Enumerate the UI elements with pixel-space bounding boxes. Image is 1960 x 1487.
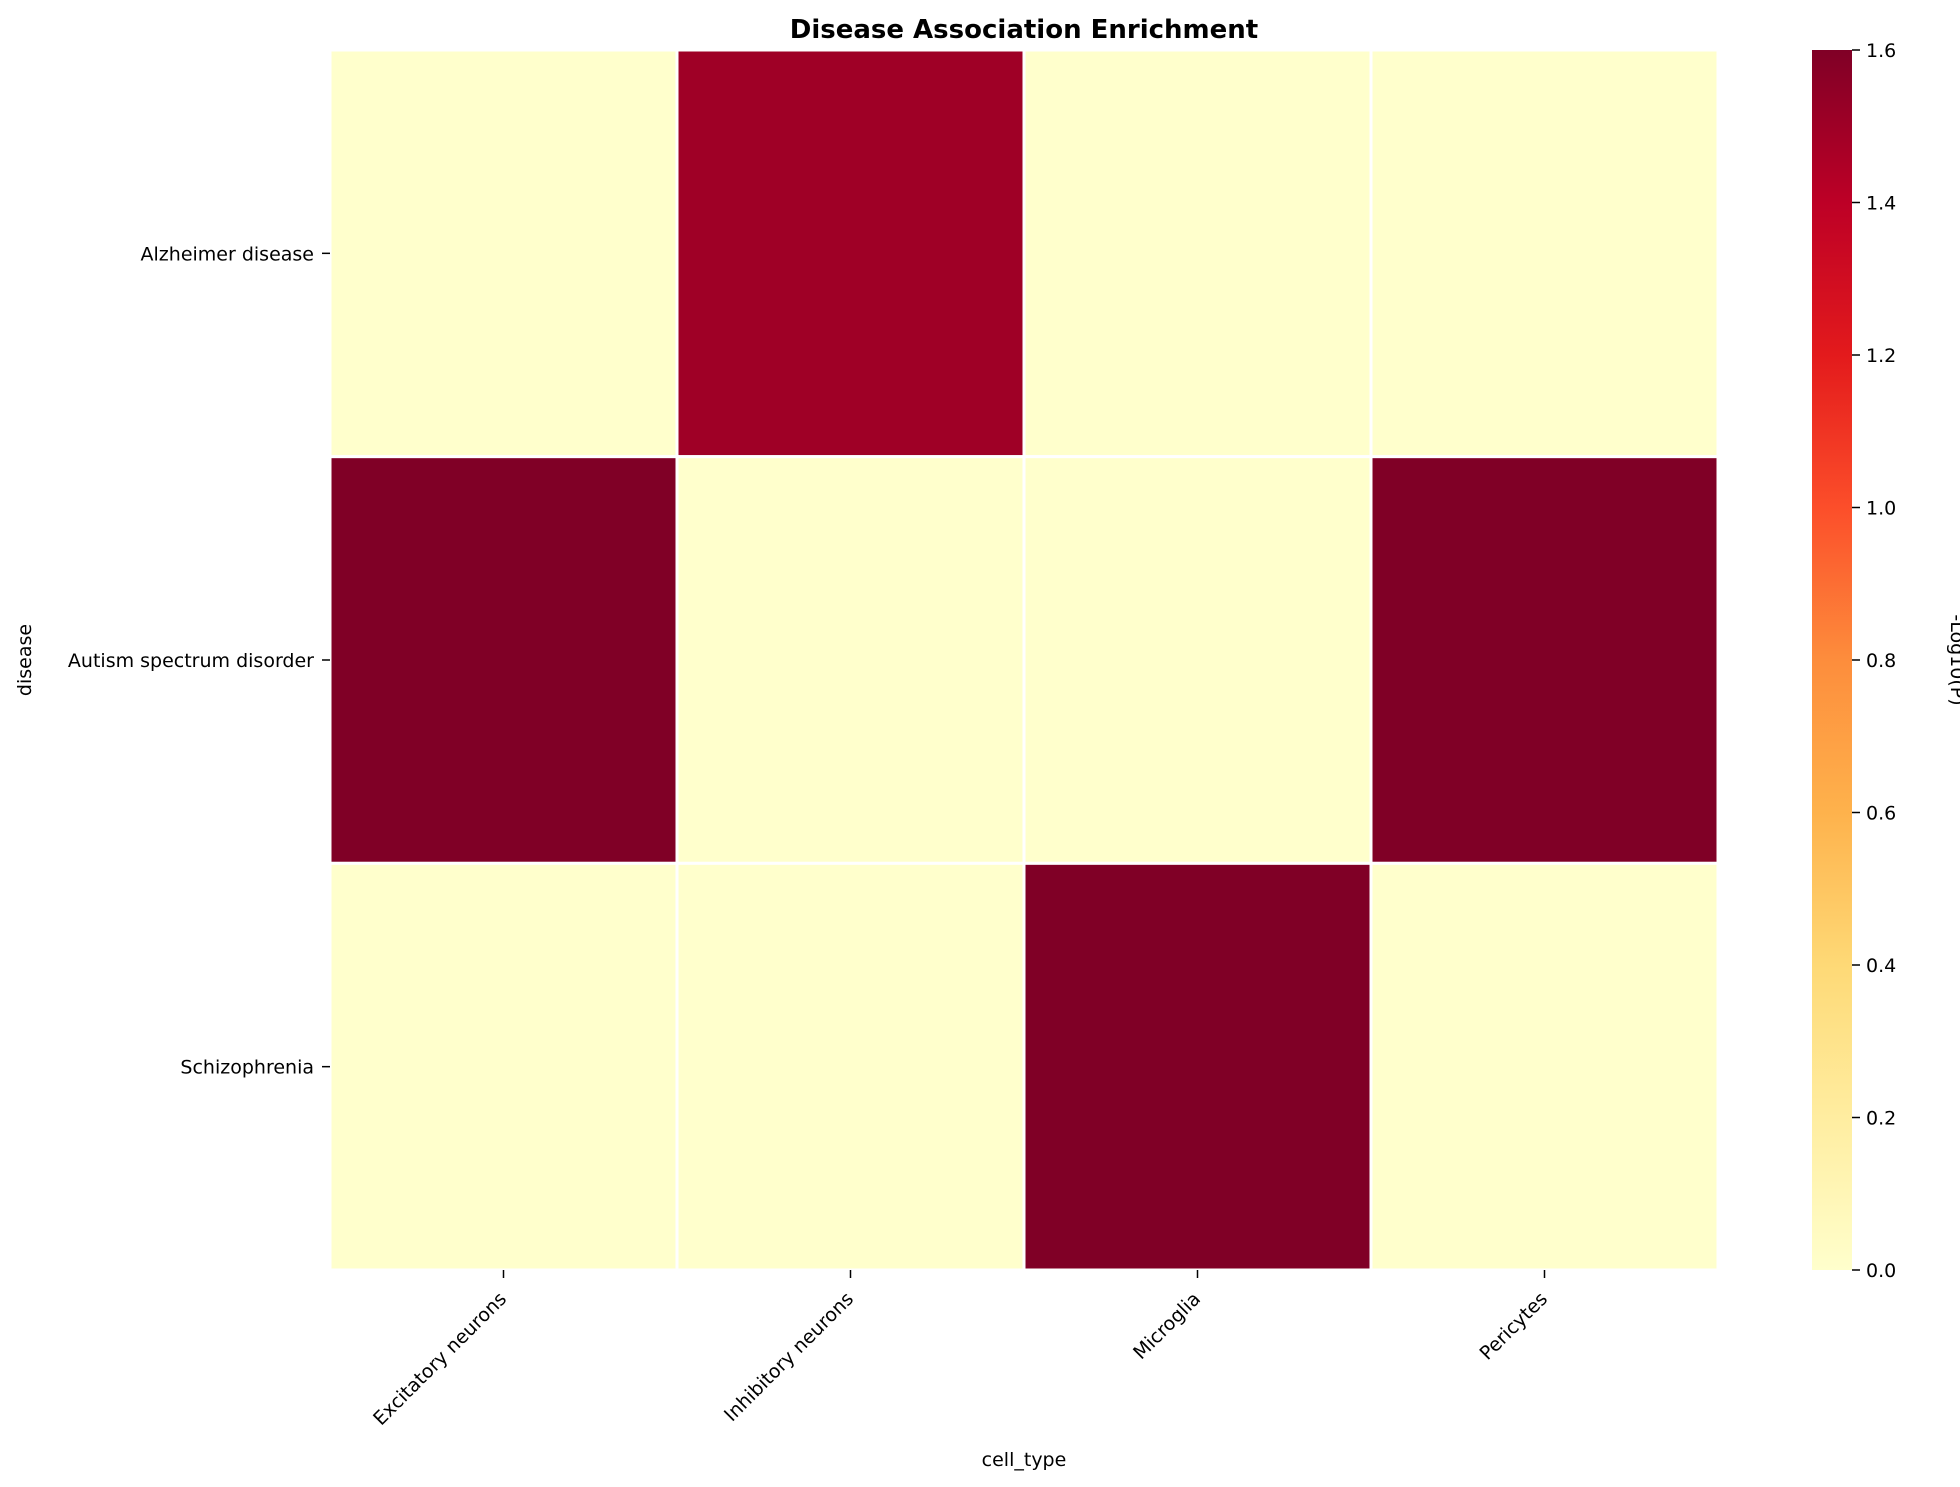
x-axis-title: cell_type bbox=[982, 1449, 1067, 1471]
heatmap-cell bbox=[1369, 861, 1720, 1272]
x-axis-ticks: Excitatory neurons Inhibitory neurons Micr… bbox=[369, 1270, 1552, 1430]
heatmap-cell bbox=[1369, 455, 1720, 865]
heatmap-cells bbox=[328, 48, 1720, 1272]
heatmap-cell bbox=[328, 455, 679, 865]
colorbar-tick-label: 1.2 bbox=[1866, 345, 1896, 367]
colorbar-tick-label: 1.6 bbox=[1866, 40, 1896, 62]
colorbar-tick-label: 1.0 bbox=[1866, 498, 1896, 520]
x-tick-label: Excitatory neurons bbox=[369, 1288, 511, 1430]
y-axis-title: disease bbox=[14, 624, 36, 696]
y-tick-label: Autism spectrum disorder bbox=[68, 650, 314, 672]
y-tick-label: Schizophrenia bbox=[180, 1057, 314, 1079]
colorbar-ticks: 0.0 0.2 0.4 0.6 0.8 1.0 1.2 1.4 1.6 bbox=[1852, 40, 1896, 1282]
heatmap-cell bbox=[675, 861, 1026, 1272]
chart-title: Disease Association Enrichment bbox=[790, 15, 1258, 45]
heatmap-cell bbox=[1022, 48, 1373, 459]
colorbar-tick-label: 0.8 bbox=[1866, 650, 1896, 672]
colorbar-label: -Log10(P) bbox=[1946, 614, 1960, 705]
colorbar-tick-label: 0.6 bbox=[1866, 803, 1896, 825]
heatmap-cell bbox=[675, 455, 1026, 865]
colorbar-gradient bbox=[1812, 50, 1852, 1270]
y-axis-ticks: Alzheimer disease Autism spectrum disorde… bbox=[68, 243, 330, 1079]
heatmap-cell bbox=[328, 48, 679, 459]
heatmap-cell bbox=[1022, 861, 1373, 1272]
y-tick-label: Alzheimer disease bbox=[141, 243, 314, 265]
colorbar-tick-label: 1.4 bbox=[1866, 193, 1896, 215]
heatmap-cell bbox=[675, 48, 1026, 459]
colorbar-tick-label: 0.4 bbox=[1866, 955, 1896, 977]
heatmap-cell bbox=[328, 861, 679, 1272]
heatmap-cell bbox=[1369, 48, 1720, 459]
colorbar-tick-label: 0.2 bbox=[1866, 1108, 1896, 1130]
colorbar-tick-label: 0.0 bbox=[1866, 1260, 1896, 1282]
x-tick-label: Inhibitory neurons bbox=[720, 1288, 858, 1426]
heatmap-cell bbox=[1022, 455, 1373, 865]
x-tick-label: Microglia bbox=[1129, 1288, 1205, 1364]
x-tick-label: Pericytes bbox=[1475, 1288, 1552, 1365]
colorbar: 0.0 0.2 0.4 0.6 0.8 1.0 1.2 1.4 1.6 -Log10(P) bbox=[1812, 40, 1960, 1282]
